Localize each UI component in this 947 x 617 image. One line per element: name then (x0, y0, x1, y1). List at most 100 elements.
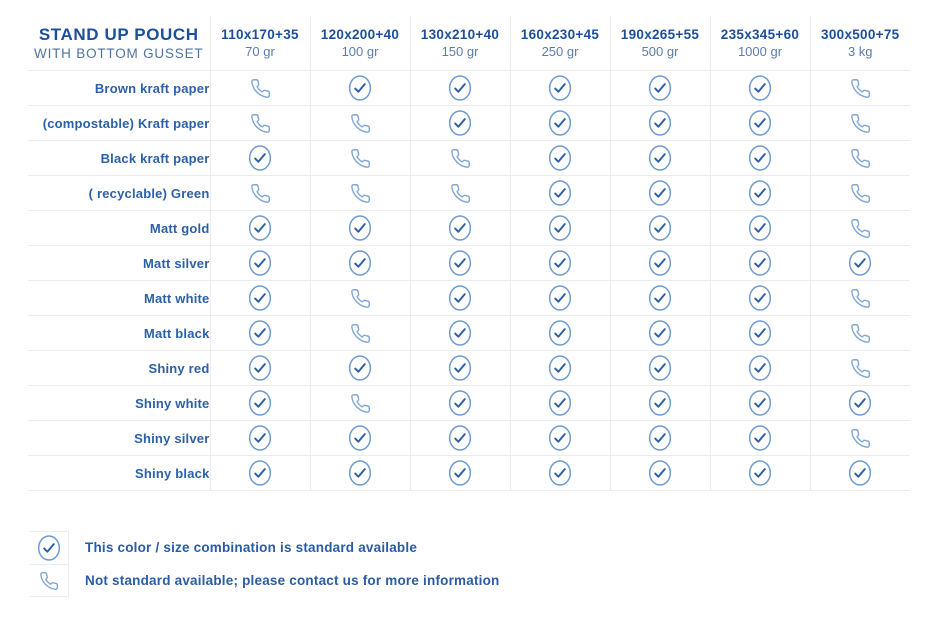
table-row: Brown kraft paper (28, 70, 910, 106)
legend-text-standard: This color / size combination is standar… (85, 540, 418, 555)
availability-cell-phone (209, 175, 310, 211)
availability-cell-check (609, 280, 710, 316)
availability-cell-phone (809, 140, 910, 176)
availability-cell-check (409, 455, 510, 491)
table-row: Shiny white (28, 385, 910, 421)
check-icon (548, 110, 572, 136)
phone-icon (450, 183, 470, 203)
column-size: 235x345+60 (720, 27, 800, 42)
check-icon (548, 355, 572, 381)
check-icon (748, 215, 772, 241)
check-icon (448, 285, 472, 311)
phone-icon (850, 323, 870, 343)
availability-cell-check (309, 245, 410, 281)
legend-item-contact: Not standard available; please contact u… (30, 564, 947, 597)
availability-cell-check (309, 420, 410, 456)
column-weight: 250 gr (541, 44, 579, 59)
availability-cell-check (609, 175, 710, 211)
check-icon (648, 75, 672, 101)
availability-cell-check (609, 70, 710, 106)
phone-icon (250, 78, 270, 98)
column-header: 130x210+40 150 gr (409, 16, 510, 71)
phone-icon (850, 183, 870, 203)
availability-cell-check (409, 105, 510, 141)
availability-cell-check (409, 210, 510, 246)
phone-icon (850, 218, 870, 238)
phone-icon (350, 323, 370, 343)
availability-cell-check (209, 210, 310, 246)
check-icon (849, 250, 872, 276)
availability-cell-check (409, 420, 510, 456)
table-row: Matt silver (28, 245, 910, 281)
phone-icon (350, 183, 370, 203)
check-icon (648, 180, 672, 206)
phone-icon (850, 428, 870, 448)
check-icon (548, 180, 572, 206)
check-icon (648, 250, 672, 276)
check-icon (248, 390, 272, 416)
availability-cell-check (509, 140, 610, 176)
availability-cell-phone (409, 175, 510, 211)
check-icon (348, 425, 372, 451)
availability-cell-check (509, 350, 610, 386)
availability-cell-check (309, 210, 410, 246)
phone-icon (850, 148, 870, 168)
row-label: ( recyclable) Green (28, 175, 210, 211)
check-icon (448, 75, 472, 101)
check-icon (448, 250, 472, 276)
availability-cell-check (509, 175, 610, 211)
column-size: 190x265+55 (620, 27, 700, 42)
availability-cell-check (409, 350, 510, 386)
availability-cell-phone (209, 105, 310, 141)
availability-cell-check (609, 385, 710, 421)
availability-cell-check (609, 350, 710, 386)
availability-cell-check (209, 350, 310, 386)
availability-cell-check (709, 70, 810, 106)
row-label: Black kraft paper (28, 140, 210, 176)
legend-check-cell (30, 531, 69, 564)
availability-cell-check (309, 70, 410, 106)
availability-cell-phone (309, 105, 410, 141)
availability-cell-check (709, 385, 810, 421)
availability-cell-check (709, 175, 810, 211)
availability-cell-check (609, 105, 710, 141)
column-size: 160x230+45 (520, 27, 600, 42)
phone-icon (850, 358, 870, 378)
availability-cell-check (709, 140, 810, 176)
table-row: Black kraft paper (28, 140, 910, 176)
check-icon (748, 390, 772, 416)
check-icon (248, 145, 272, 171)
check-icon (648, 320, 672, 346)
availability-cell-phone (809, 105, 910, 141)
availability-cell-check (709, 455, 810, 491)
table-row: Matt gold (28, 210, 910, 246)
check-icon (348, 355, 372, 381)
availability-cell-check (509, 70, 610, 106)
phone-icon (850, 78, 870, 98)
availability-cell-check (709, 210, 810, 246)
row-label: Matt black (28, 315, 210, 351)
availability-cell-check (409, 315, 510, 351)
row-label: Shiny black (28, 455, 210, 491)
check-icon (448, 320, 472, 346)
check-icon (348, 460, 372, 486)
row-label: Brown kraft paper (28, 70, 210, 106)
check-icon (849, 390, 872, 416)
check-icon (548, 75, 572, 101)
availability-cell-phone (309, 175, 410, 211)
legend-item-standard: This color / size combination is standar… (30, 531, 947, 564)
availability-cell-phone (809, 315, 910, 351)
column-size: 130x210+40 (420, 27, 500, 42)
column-header: 235x345+60 1000 gr (709, 16, 810, 71)
check-icon (648, 390, 672, 416)
column-header: 110x170+35 70 gr (209, 16, 310, 71)
check-icon (448, 425, 472, 451)
check-icon (548, 390, 572, 416)
check-icon (748, 250, 772, 276)
phone-icon (250, 113, 270, 133)
availability-cell-check (709, 315, 810, 351)
legend-text-contact: Not standard available; please contact u… (85, 573, 500, 588)
availability-cell-check (509, 245, 610, 281)
check-icon (748, 285, 772, 311)
check-icon (648, 145, 672, 171)
